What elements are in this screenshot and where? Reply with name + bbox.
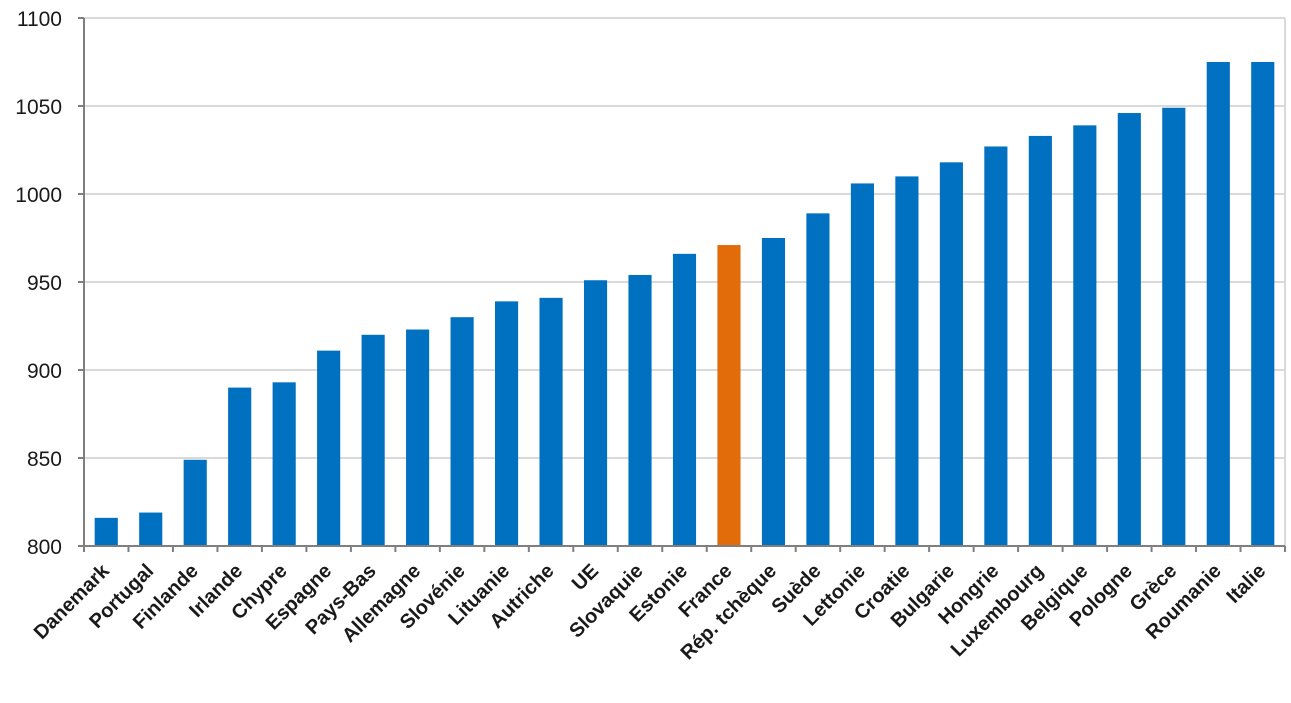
bar-hongrie — [984, 146, 1008, 547]
y-tick-labels: 800 850 900 950 1000 1050 1100 — [15, 8, 62, 559]
bar-bulgarie — [939, 162, 963, 546]
y-tick-label: 950 — [27, 272, 62, 295]
bar-pologne — [1117, 113, 1141, 546]
x-tick-label: Italie — [1223, 560, 1271, 608]
bar-ue — [583, 280, 608, 546]
bar-france — [717, 245, 741, 547]
bar-estonie — [672, 253, 697, 546]
bar-gr-ce — [1162, 107, 1186, 546]
y-tick-label: 850 — [27, 448, 62, 471]
bar-espagne — [317, 350, 341, 546]
x-tick-label: UE — [568, 560, 603, 595]
bar-slov-nie — [450, 317, 474, 546]
bar-croatie — [895, 176, 919, 546]
y-tick-label: 1000 — [15, 184, 62, 207]
bar-lettonie — [850, 183, 874, 546]
bar-irlande — [228, 387, 252, 546]
bar-lituanie — [495, 301, 519, 546]
bar-autriche — [539, 297, 563, 546]
bar-belgique — [1073, 125, 1097, 547]
y-tick-label: 900 — [27, 360, 62, 383]
y-tick-label: 1100 — [17, 8, 62, 31]
bar-danemark — [94, 517, 118, 546]
bar-portugal — [139, 512, 163, 546]
axes — [78, 17, 1286, 552]
bar-slovaquie — [628, 274, 652, 546]
x-tick-labels: DanemarkPortugalFinlandeIrlandeChypreEsp… — [30, 559, 1270, 664]
bar-roumanie — [1206, 62, 1230, 546]
y-tick-label: 1050 — [15, 96, 62, 119]
bar-italie — [1251, 62, 1275, 546]
bar-pays-bas — [361, 334, 385, 546]
bar-finlande — [183, 459, 207, 546]
y-tick-label: 800 — [27, 536, 62, 559]
bar-chypre — [272, 382, 296, 546]
bar-r-p-tch-que — [761, 238, 786, 546]
bar-luxembourg — [1028, 135, 1052, 547]
bar-su-de — [806, 213, 830, 547]
bar-allemagne — [406, 329, 430, 546]
bars — [94, 62, 1275, 547]
